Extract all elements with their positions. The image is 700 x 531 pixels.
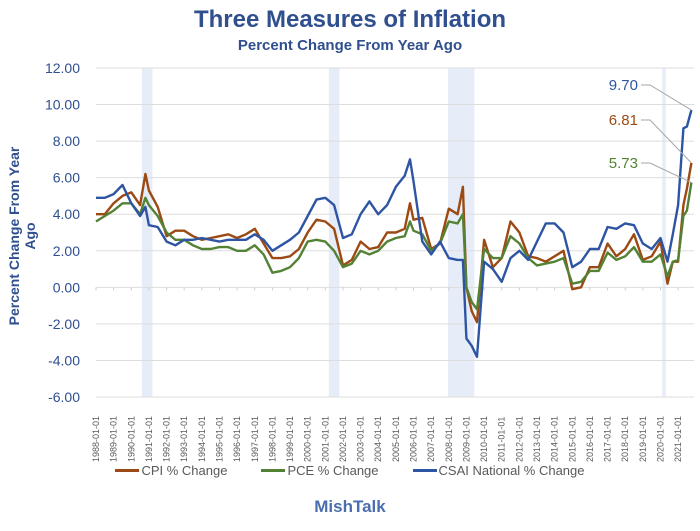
annotation-leader-line <box>641 84 692 111</box>
legend-swatch-cpi <box>115 469 140 472</box>
y-tick-label: -6.00 <box>48 389 80 405</box>
legend-swatch-csai <box>412 469 437 472</box>
legend-label-cpi: CPI % Change <box>141 463 228 478</box>
y-tick-label: 6.00 <box>53 170 80 186</box>
x-tick-label: 2018-01-01 <box>620 416 630 462</box>
footer-brand: MishTalk <box>314 497 386 516</box>
x-tick-label: 2010-01-01 <box>479 416 489 462</box>
x-tick-label: 2014-01-01 <box>550 416 560 462</box>
annotation-leader-line <box>641 162 692 184</box>
series-line-pce-change <box>95 182 693 311</box>
x-tick-label: 2021-01-01 <box>673 416 683 462</box>
chart-title: Three Measures of Inflation <box>193 6 507 33</box>
x-tick-label: 2001-01-01 <box>320 416 330 462</box>
legend-item-pce: PCE % Change <box>261 463 379 478</box>
x-tick-label: 2005-01-01 <box>391 416 401 462</box>
annotation-label: 9.70 <box>609 77 638 94</box>
x-tick-label: 2003-01-01 <box>356 416 366 462</box>
legend: CPI % Change PCE % Change CSAI National … <box>0 463 700 478</box>
legend-item-csai: CSAI National % Change <box>412 463 585 478</box>
annotation-label: 6.81 <box>609 112 638 129</box>
series-line-csai-national-change <box>96 109 693 358</box>
series-line-cpi-change <box>96 162 693 324</box>
x-tick-label: 1989-01-01 <box>109 416 119 462</box>
x-tick-label: 1990-01-01 <box>126 416 136 462</box>
recession-band <box>662 68 666 397</box>
y-tick-label: 2.00 <box>53 243 80 259</box>
annotation-leader-line <box>641 119 692 164</box>
y-tick-label: 8.00 <box>53 133 80 149</box>
legend-label-pce: PCE % Change <box>287 463 379 478</box>
x-tick-label: 1996-01-01 <box>232 416 242 462</box>
x-tick-label: 2000-01-01 <box>303 416 313 462</box>
recession-band <box>447 68 475 397</box>
x-tick-label: 2016-01-01 <box>585 416 595 462</box>
legend-swatch-pce <box>261 469 286 472</box>
x-tick-label: 2007-01-01 <box>426 416 436 462</box>
x-tick-label: 1988-01-01 <box>91 416 101 462</box>
legend-label-csai: CSAI National % Change <box>438 463 585 478</box>
x-tick-label: 2009-01-01 <box>461 416 471 462</box>
x-tick-label: 1994-01-01 <box>197 416 207 462</box>
x-tick-label: 2013-01-01 <box>532 416 542 462</box>
x-tick-label: 1991-01-01 <box>144 416 154 462</box>
legend-item-cpi: CPI % Change <box>115 463 227 478</box>
x-tick-label: 2011-01-01 <box>497 417 507 462</box>
x-tick-label: 1998-01-01 <box>267 416 277 462</box>
x-tick-label: 1999-01-01 <box>285 416 295 462</box>
x-tick-label: 1997-01-01 <box>250 416 260 462</box>
y-tick-label: -4.00 <box>48 352 80 368</box>
x-tick-label: 1992-01-01 <box>162 416 172 462</box>
x-tick-label: 1995-01-01 <box>214 416 224 462</box>
x-tick-label: 1993-01-01 <box>179 416 189 462</box>
x-tick-label: 2020-01-01 <box>655 416 665 462</box>
x-tick-label: 2017-01-01 <box>603 416 613 462</box>
chart-subtitle: Percent Change From Year Ago <box>237 37 463 54</box>
y-tick-label: 10.00 <box>45 97 80 113</box>
recession-band <box>141 68 153 397</box>
y-tick-label: 0.00 <box>53 279 80 295</box>
y-tick-label: 4.00 <box>53 206 80 222</box>
y-tick-label: 12.00 <box>45 60 80 76</box>
x-tick-label: 2012-01-01 <box>514 416 524 462</box>
x-tick-label: 2008-01-01 <box>444 416 454 462</box>
annotation-label: 5.73 <box>609 155 638 172</box>
x-tick-label: 2002-01-01 <box>338 416 348 462</box>
x-tick-label: 2015-01-01 <box>567 416 577 462</box>
y-tick-label: -2.00 <box>48 316 80 332</box>
x-tick-label: 2006-01-01 <box>409 416 419 462</box>
x-tick-label: 2019-01-01 <box>638 416 648 462</box>
x-tick-label: 2004-01-01 <box>373 416 383 462</box>
